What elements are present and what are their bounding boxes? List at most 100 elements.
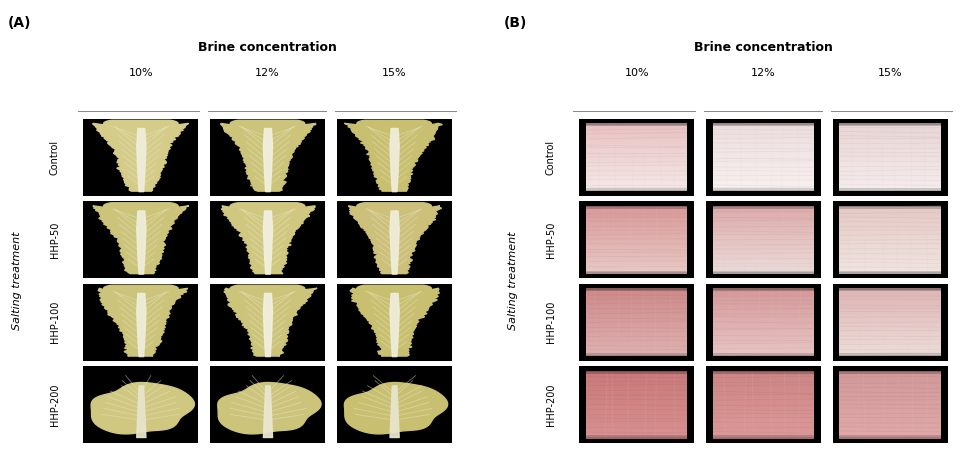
- Bar: [586, 399, 688, 401]
- Bar: [713, 410, 814, 411]
- Bar: [713, 344, 814, 346]
- Bar: [840, 373, 941, 374]
- Bar: [840, 257, 941, 258]
- Bar: [713, 371, 814, 373]
- Bar: [713, 156, 814, 157]
- Bar: [713, 123, 814, 125]
- Bar: [713, 315, 814, 317]
- Bar: [586, 151, 688, 152]
- Bar: [840, 307, 941, 308]
- Bar: [713, 245, 814, 247]
- Bar: [840, 125, 941, 127]
- Bar: [840, 162, 941, 164]
- Bar: [840, 253, 941, 255]
- Bar: [586, 207, 688, 209]
- Bar: [713, 127, 814, 128]
- Bar: [840, 182, 941, 184]
- Bar: [586, 161, 688, 162]
- Polygon shape: [224, 285, 317, 356]
- Bar: [586, 156, 688, 157]
- Bar: [840, 326, 941, 327]
- Bar: [586, 223, 688, 224]
- Bar: [840, 166, 941, 167]
- Bar: [840, 399, 941, 401]
- Bar: [840, 305, 941, 307]
- Bar: [713, 435, 814, 439]
- Bar: [713, 181, 814, 182]
- Bar: [586, 388, 688, 389]
- Bar: [713, 171, 814, 172]
- Bar: [840, 248, 941, 250]
- Bar: [840, 351, 941, 353]
- Bar: [713, 288, 814, 291]
- Bar: [586, 371, 688, 374]
- Bar: [586, 174, 688, 176]
- Bar: [840, 152, 941, 154]
- Bar: [586, 123, 688, 125]
- Bar: [586, 188, 688, 191]
- Bar: [713, 265, 814, 267]
- Bar: [713, 353, 814, 354]
- Bar: [586, 132, 688, 133]
- Bar: [713, 298, 814, 300]
- Bar: [840, 250, 941, 252]
- Text: Brine concentration: Brine concentration: [198, 41, 337, 54]
- Bar: [840, 258, 941, 260]
- Bar: [713, 236, 814, 238]
- Bar: [713, 399, 814, 401]
- Bar: [713, 376, 814, 378]
- Bar: [840, 388, 941, 389]
- Bar: [586, 172, 688, 174]
- Bar: [713, 137, 814, 139]
- Bar: [586, 341, 688, 343]
- Bar: [840, 161, 941, 162]
- Bar: [586, 125, 688, 127]
- Bar: [840, 130, 941, 132]
- Bar: [840, 391, 941, 393]
- Bar: [840, 139, 941, 140]
- Bar: [840, 268, 941, 270]
- Bar: [713, 235, 814, 236]
- Bar: [713, 230, 814, 231]
- Bar: [840, 172, 941, 174]
- Bar: [586, 267, 688, 268]
- Bar: [713, 132, 814, 133]
- Bar: [713, 373, 814, 374]
- Bar: [586, 233, 688, 235]
- Bar: [713, 332, 814, 334]
- Bar: [586, 206, 688, 207]
- Bar: [840, 255, 941, 257]
- Bar: [840, 336, 941, 338]
- Bar: [713, 386, 814, 388]
- Bar: [713, 248, 814, 250]
- Bar: [840, 346, 941, 348]
- Bar: [713, 162, 814, 164]
- Bar: [713, 319, 814, 320]
- Bar: [713, 354, 814, 356]
- Bar: [586, 231, 688, 233]
- Bar: [586, 265, 688, 267]
- Bar: [586, 354, 688, 356]
- Bar: [713, 437, 814, 439]
- Bar: [586, 437, 688, 439]
- Bar: [713, 423, 814, 425]
- Bar: [840, 219, 941, 221]
- Bar: [713, 297, 814, 298]
- Polygon shape: [92, 120, 189, 191]
- Bar: [713, 271, 814, 273]
- Bar: [586, 391, 688, 393]
- Bar: [713, 295, 814, 297]
- Bar: [586, 408, 688, 410]
- Bar: [840, 181, 941, 182]
- Bar: [586, 371, 688, 372]
- Bar: [586, 290, 688, 292]
- Bar: [840, 354, 941, 356]
- Bar: [586, 128, 688, 130]
- Bar: [586, 383, 688, 384]
- Bar: [713, 334, 814, 336]
- Polygon shape: [91, 383, 195, 434]
- Bar: [840, 265, 941, 267]
- Bar: [586, 164, 688, 166]
- Bar: [713, 383, 814, 384]
- Bar: [586, 423, 688, 425]
